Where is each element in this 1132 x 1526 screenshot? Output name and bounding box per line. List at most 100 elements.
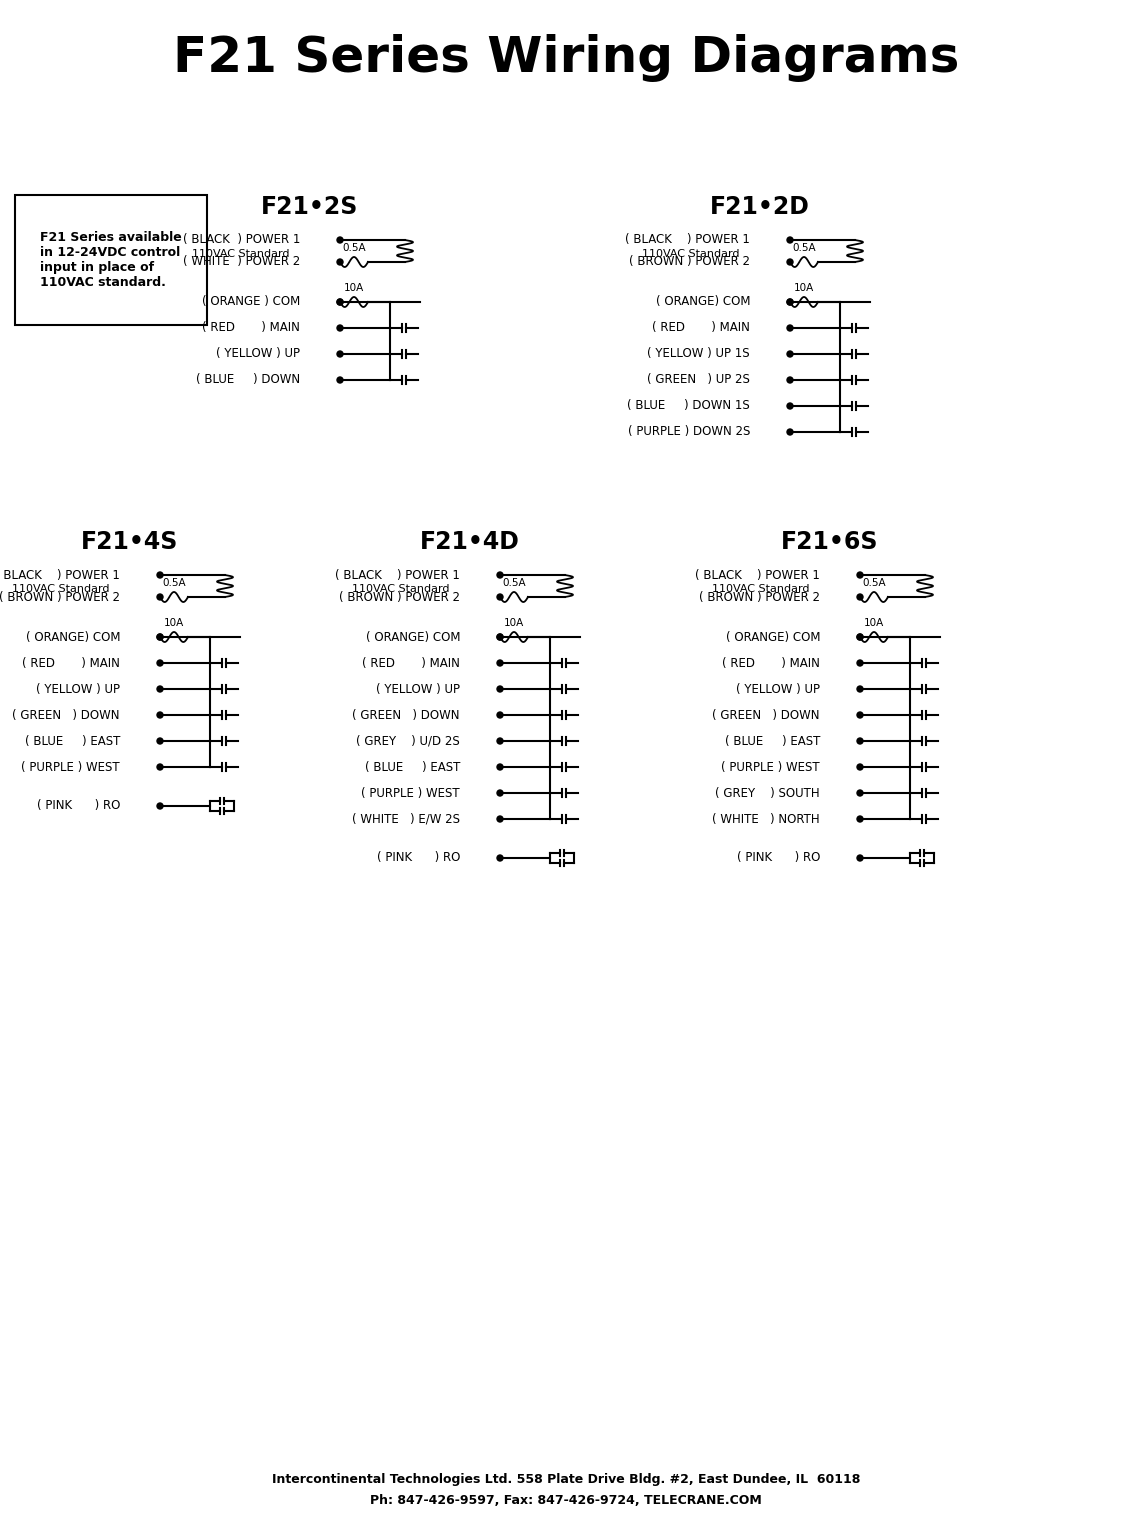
Circle shape — [497, 713, 503, 719]
Circle shape — [337, 237, 343, 243]
Text: ( RED       ) MAIN: ( RED ) MAIN — [362, 656, 460, 670]
Circle shape — [497, 765, 503, 771]
Circle shape — [857, 713, 863, 719]
Circle shape — [497, 687, 503, 691]
Text: ( BROWN ) POWER 2: ( BROWN ) POWER 2 — [338, 591, 460, 603]
Text: ( GREEN   ) DOWN: ( GREEN ) DOWN — [352, 708, 460, 722]
Circle shape — [787, 325, 794, 331]
Text: ( BLUE     ) EAST: ( BLUE ) EAST — [365, 760, 460, 774]
Text: 110VAC Standard: 110VAC Standard — [192, 249, 290, 259]
Circle shape — [497, 633, 503, 639]
Text: ( BLUE     ) DOWN 1S: ( BLUE ) DOWN 1S — [627, 400, 751, 412]
Text: ( PINK      ) RO: ( PINK ) RO — [737, 852, 820, 865]
Text: F21•4D: F21•4D — [420, 530, 520, 554]
Circle shape — [497, 739, 503, 745]
Text: ( YELLOW ) UP 1S: ( YELLOW ) UP 1S — [648, 348, 751, 360]
Circle shape — [857, 687, 863, 691]
Text: ( PINK      ) RO: ( PINK ) RO — [36, 800, 120, 812]
Text: ( GREY    ) SOUTH: ( GREY ) SOUTH — [715, 786, 820, 800]
Circle shape — [857, 816, 863, 823]
Text: F21 Series available
in 12-24VDC control
input in place of
110VAC standard.: F21 Series available in 12-24VDC control… — [40, 230, 182, 288]
Text: ( RED       ) MAIN: ( RED ) MAIN — [23, 656, 120, 670]
Text: ( GREEN   ) DOWN: ( GREEN ) DOWN — [712, 708, 820, 722]
Text: 10A: 10A — [164, 618, 185, 629]
Text: 0.5A: 0.5A — [863, 578, 886, 588]
Text: 110VAC Standard: 110VAC Standard — [12, 584, 110, 594]
Text: ( PURPLE ) WEST: ( PURPLE ) WEST — [361, 786, 460, 800]
Text: ( BLUE     ) EAST: ( BLUE ) EAST — [724, 734, 820, 748]
Text: ( BLACK  ) POWER 1: ( BLACK ) POWER 1 — [182, 233, 300, 247]
Circle shape — [857, 739, 863, 745]
Circle shape — [787, 299, 794, 305]
Text: 110VAC Standard: 110VAC Standard — [352, 584, 451, 594]
Text: ( ORANGE) COM: ( ORANGE) COM — [26, 630, 120, 644]
Circle shape — [157, 633, 163, 639]
Text: ( RED       ) MAIN: ( RED ) MAIN — [722, 656, 820, 670]
Text: ( WHITE   ) E/W 2S: ( WHITE ) E/W 2S — [352, 812, 460, 826]
Circle shape — [337, 259, 343, 266]
Text: ( BROWN ) POWER 2: ( BROWN ) POWER 2 — [698, 591, 820, 603]
Text: ( YELLOW ) UP: ( YELLOW ) UP — [376, 682, 460, 696]
Circle shape — [157, 572, 163, 578]
Circle shape — [857, 633, 863, 639]
Text: 10A: 10A — [344, 282, 365, 293]
Text: ( BLUE     ) DOWN: ( BLUE ) DOWN — [196, 374, 300, 386]
Text: ( YELLOW ) UP: ( YELLOW ) UP — [736, 682, 820, 696]
Circle shape — [857, 633, 863, 639]
Circle shape — [497, 594, 503, 600]
Text: 0.5A: 0.5A — [503, 578, 525, 588]
Text: ( ORANGE) COM: ( ORANGE) COM — [366, 630, 460, 644]
Circle shape — [857, 790, 863, 797]
Circle shape — [787, 299, 794, 305]
Text: 10A: 10A — [864, 618, 884, 629]
Text: ( PURPLE ) WEST: ( PURPLE ) WEST — [721, 760, 820, 774]
Circle shape — [787, 403, 794, 409]
Text: ( YELLOW ) UP: ( YELLOW ) UP — [36, 682, 120, 696]
Text: F21 Series Wiring Diagrams: F21 Series Wiring Diagrams — [173, 34, 959, 82]
Text: ( RED       ) MAIN: ( RED ) MAIN — [652, 322, 751, 334]
Circle shape — [787, 377, 794, 383]
Circle shape — [497, 572, 503, 578]
Circle shape — [337, 377, 343, 383]
Text: Ph: 847-426-9597, Fax: 847-426-9724, TELECRANE.COM: Ph: 847-426-9597, Fax: 847-426-9724, TEL… — [370, 1494, 762, 1506]
Circle shape — [497, 661, 503, 665]
Circle shape — [337, 325, 343, 331]
Text: 0.5A: 0.5A — [342, 243, 366, 253]
Circle shape — [787, 351, 794, 357]
Text: ( GREY    ) U/D 2S: ( GREY ) U/D 2S — [357, 734, 460, 748]
Text: ( YELLOW ) UP: ( YELLOW ) UP — [216, 348, 300, 360]
Text: F21•2S: F21•2S — [261, 195, 359, 220]
Circle shape — [497, 855, 503, 861]
Bar — [15, 195, 207, 325]
Circle shape — [157, 594, 163, 600]
Text: ( WHITE  ) POWER 2: ( WHITE ) POWER 2 — [182, 255, 300, 269]
Circle shape — [337, 299, 343, 305]
Text: 110VAC Standard: 110VAC Standard — [643, 249, 740, 259]
Circle shape — [857, 855, 863, 861]
Text: ( ORANGE ) COM: ( ORANGE ) COM — [201, 296, 300, 308]
Circle shape — [157, 633, 163, 639]
Circle shape — [787, 259, 794, 266]
Text: ( BLACK    ) POWER 1: ( BLACK ) POWER 1 — [0, 569, 120, 581]
Circle shape — [157, 803, 163, 809]
Circle shape — [497, 790, 503, 797]
Text: F21•4S: F21•4S — [82, 530, 179, 554]
Circle shape — [857, 572, 863, 578]
Text: 0.5A: 0.5A — [792, 243, 816, 253]
Text: ( BROWN ) POWER 2: ( BROWN ) POWER 2 — [629, 255, 751, 269]
Text: ( RED       ) MAIN: ( RED ) MAIN — [203, 322, 300, 334]
Circle shape — [787, 429, 794, 435]
Text: ( ORANGE) COM: ( ORANGE) COM — [655, 296, 751, 308]
Circle shape — [157, 661, 163, 665]
Circle shape — [857, 594, 863, 600]
Circle shape — [337, 351, 343, 357]
Circle shape — [857, 765, 863, 771]
Text: 10A: 10A — [794, 282, 814, 293]
Circle shape — [157, 713, 163, 719]
Circle shape — [337, 299, 343, 305]
Circle shape — [857, 661, 863, 665]
Text: F21•2D: F21•2D — [710, 195, 809, 220]
Text: ( ORANGE) COM: ( ORANGE) COM — [726, 630, 820, 644]
Text: ( BLACK    ) POWER 1: ( BLACK ) POWER 1 — [625, 233, 751, 247]
Circle shape — [157, 687, 163, 691]
